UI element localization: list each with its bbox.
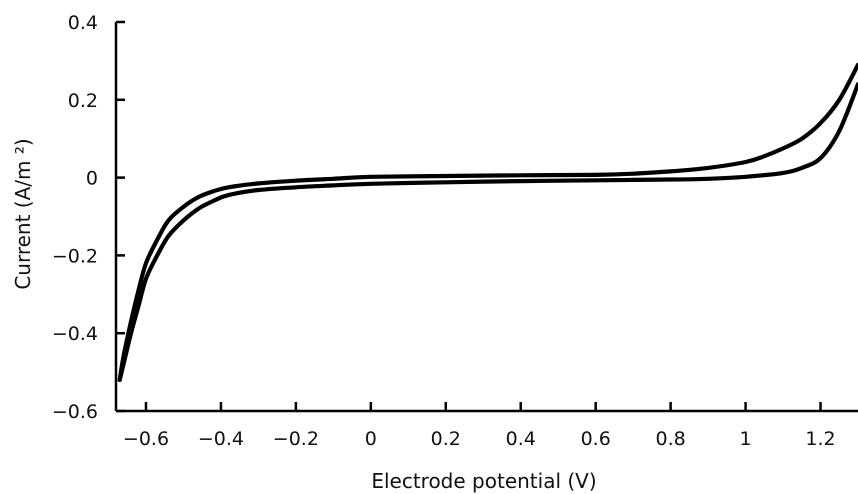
y-tick-label: −0.2 — [52, 245, 98, 267]
upper-scan-curve — [117, 62, 858, 382]
y-axis-title: Current (A/m ²) — [11, 138, 35, 289]
curves — [117, 62, 858, 382]
y-axis-ticks: 0.4 0.2 0 −0.2 −0.4 −0.6 — [52, 12, 125, 423]
x-tick-label: 1.2 — [805, 428, 835, 450]
x-axis-title: Electrode potential (V) — [371, 469, 596, 493]
x-tick-label: 0.2 — [431, 428, 461, 450]
lower-scan-curve — [117, 82, 858, 382]
axes — [114, 22, 858, 413]
y-tick-label: −0.4 — [52, 323, 98, 345]
x-tick-label: −0.2 — [273, 428, 319, 450]
y-tick-label: 0.4 — [68, 12, 98, 34]
x-tick-label: 0.4 — [506, 428, 536, 450]
y-tick-label: −0.6 — [52, 401, 98, 423]
x-tick-label: 0 — [365, 428, 377, 450]
x-axis-ticks: −0.6 −0.4 −0.2 0 0.2 0.4 0.6 0.8 1 1.2 — [123, 402, 836, 450]
x-tick-label: −0.6 — [123, 428, 169, 450]
y-tick-label: 0 — [86, 168, 98, 190]
x-tick-label: 1 — [740, 428, 752, 450]
y-tick-label: 0.2 — [68, 90, 98, 112]
x-tick-label: 0.6 — [581, 428, 611, 450]
x-tick-label: −0.4 — [198, 428, 244, 450]
x-tick-label: 0.8 — [656, 428, 686, 450]
